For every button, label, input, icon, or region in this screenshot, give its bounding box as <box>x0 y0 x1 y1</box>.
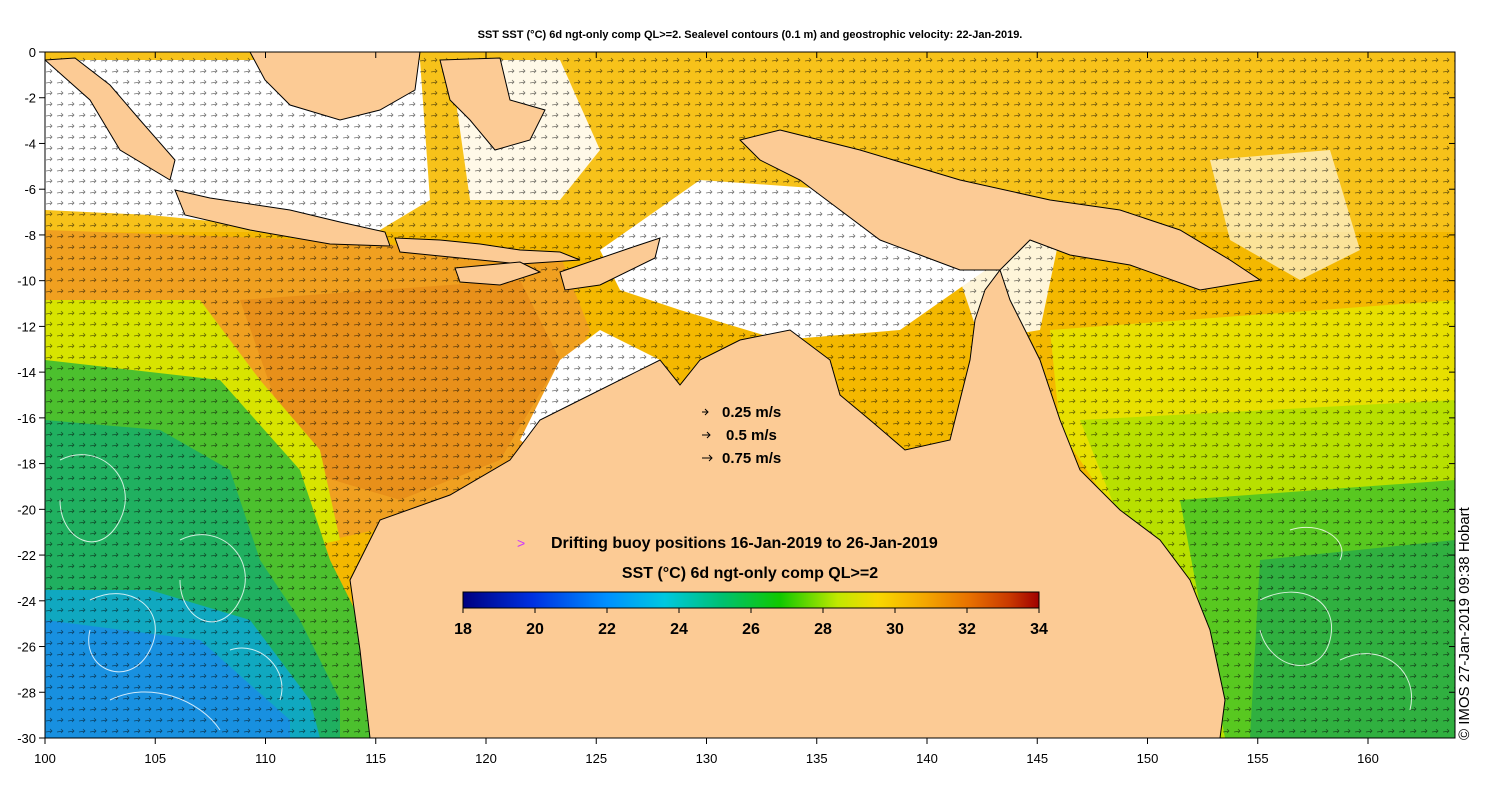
map-title: SST SST (°C) 6d ngt-only comp QL>=2. Sea… <box>477 29 1023 41</box>
x-tick-label: 135 <box>806 751 828 766</box>
y-tick-label: -4 <box>24 136 36 151</box>
x-tick-label: 100 <box>34 751 56 766</box>
x-tick-label: 125 <box>585 751 607 766</box>
landmasses <box>45 52 1262 738</box>
copyright-label: © IMOS 27-Jan-2019 09:38 Hobart <box>1456 507 1473 740</box>
x-tick-label: 110 <box>255 751 276 766</box>
x-tick-label: 120 <box>475 751 497 766</box>
colorbar-tick-label: 32 <box>958 621 976 638</box>
colorbar <box>462 591 1040 609</box>
x-axis: 100 105 110 115 120 125 130 135 140 145 150 155 160 <box>34 52 1379 766</box>
x-tick-label: 140 <box>916 751 938 766</box>
y-tick-label: -16 <box>17 411 36 426</box>
x-tick-label: 115 <box>365 751 386 766</box>
y-tick-label: -14 <box>17 365 36 380</box>
buoy-symbol: > <box>517 535 525 551</box>
velocity-arrow <box>702 431 711 439</box>
y-tick-label: -24 <box>17 594 36 609</box>
y-tick-label: -20 <box>17 502 36 517</box>
buoy-legend-label: Drifting buoy positions 16-Jan-2019 to 2… <box>551 535 938 552</box>
colorbar-tick-label: 18 <box>454 621 472 638</box>
colorbar-tick-label: 22 <box>598 621 616 638</box>
colorbar-tick-label: 20 <box>526 621 544 638</box>
x-tick-label: 105 <box>144 751 166 766</box>
sealevel-contours <box>59 454 1412 731</box>
y-tick-label: -10 <box>17 274 36 289</box>
x-tick-label: 155 <box>1247 751 1269 766</box>
velocity-legend: 0.25 m/s 0.5 m/s 0.75 m/s <box>702 404 781 467</box>
y-tick-label: -8 <box>24 228 36 243</box>
velocity-label: 0.25 m/s <box>722 404 781 421</box>
y-tick-label: -2 <box>24 91 36 106</box>
sst-field <box>45 52 1455 738</box>
y-tick-label: -18 <box>17 457 36 472</box>
y-tick-label: -28 <box>17 685 36 700</box>
colorbar-tick-label: 26 <box>742 621 760 638</box>
velocity-arrow <box>702 454 713 462</box>
x-tick-label: 160 <box>1357 751 1379 766</box>
y-tick-label: -12 <box>17 319 36 334</box>
y-tick-label: -30 <box>17 731 36 746</box>
x-tick-label: 150 <box>1137 751 1159 766</box>
y-tick-label: -26 <box>17 640 36 655</box>
colorbar-tick-label: 24 <box>670 621 688 638</box>
velocity-arrow <box>702 408 709 416</box>
y-tick-label: -22 <box>17 548 36 563</box>
y-tick-label: -6 <box>24 182 36 197</box>
x-tick-label: 145 <box>1026 751 1048 766</box>
colorbar-tick-label: 30 <box>886 621 904 638</box>
velocity-label: 0.75 m/s <box>722 450 781 467</box>
y-tick-label: 0 <box>29 45 36 60</box>
velocity-label: 0.5 m/s <box>726 427 777 444</box>
x-tick-label: 130 <box>696 751 718 766</box>
colorbar-title: SST (°C) 6d ngt-only comp QL>=2 <box>622 565 878 582</box>
colorbar-tick-label: 34 <box>1030 621 1048 638</box>
y-axis: 0 -2 -4 -6 -8 -10 -12 -14 -16 -18 -20 -22 -24 -26 -28 -… <box>17 45 1455 746</box>
colorbar-ticks: 18 20 22 24 26 28 30 32 34 <box>454 608 1048 638</box>
colorbar-tick-label: 28 <box>814 621 832 638</box>
plot-frame <box>44 51 1456 739</box>
